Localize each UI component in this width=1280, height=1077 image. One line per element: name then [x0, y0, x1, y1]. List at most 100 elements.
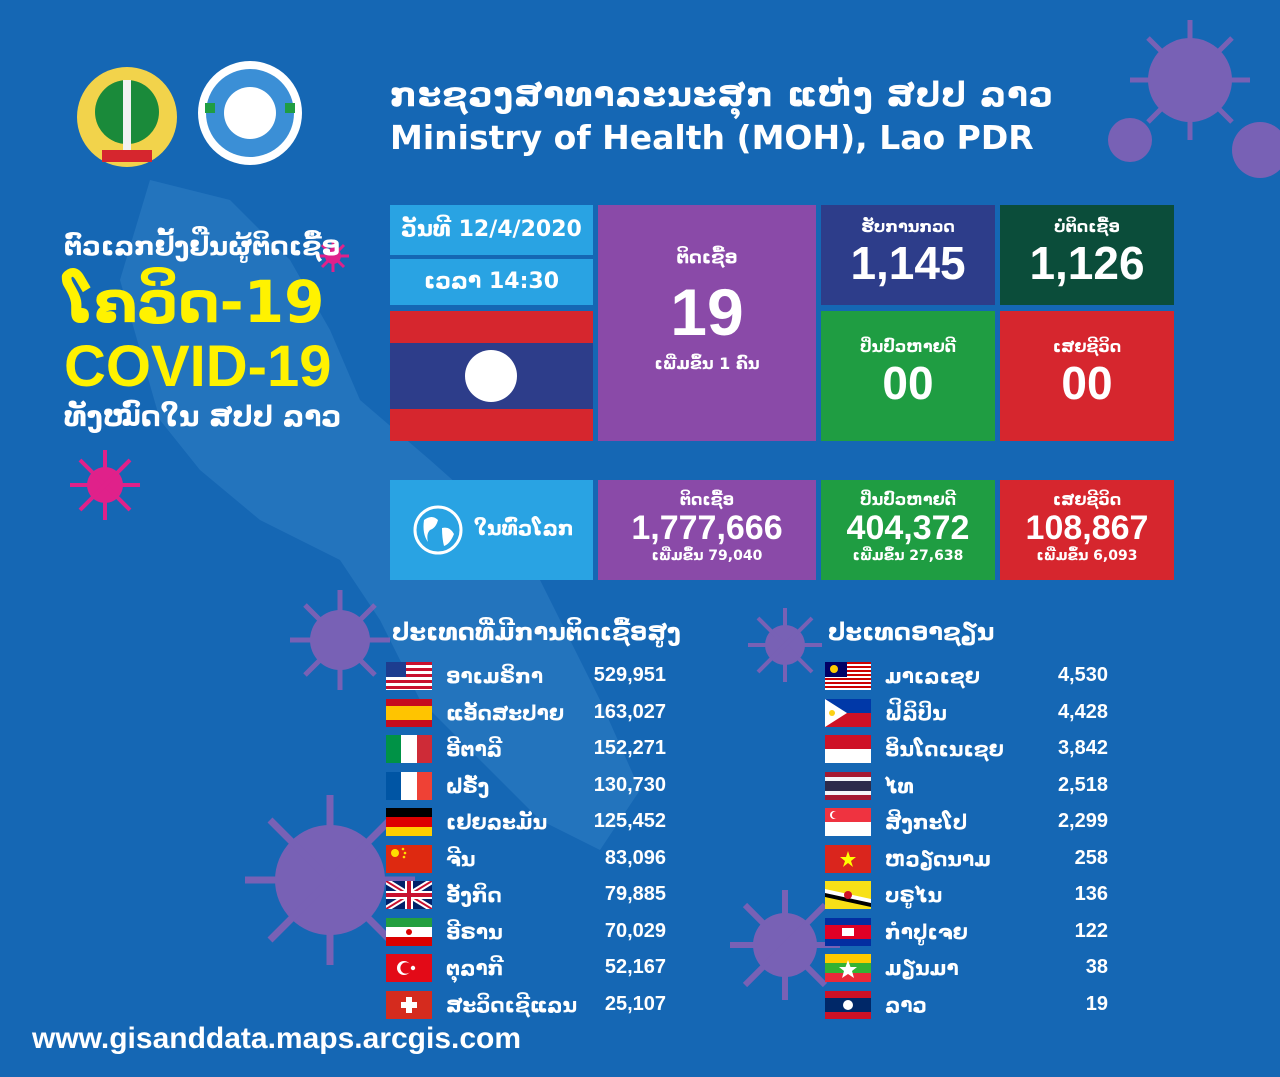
country-value: 25,107 — [604, 992, 666, 1015]
list-item: ມຽນມາ 38 — [825, 954, 1108, 984]
list-item: ມາເລເຊຍ 4,530 — [825, 662, 1108, 692]
vietnam-flag-icon — [825, 844, 871, 873]
date-box: ວັນທີ 12/4/2020 — [390, 205, 593, 255]
laos-deaths-card: ເສຍຊີວິດ 00 — [1000, 311, 1174, 441]
country-value: 70,029 — [604, 919, 666, 942]
laos-negative-value: 1,126 — [1029, 237, 1145, 289]
country-name: ມຽນມາ — [885, 956, 959, 980]
germany-flag-icon — [386, 808, 432, 836]
country-name: ຟິລິປິນ — [885, 700, 947, 725]
laos-tested-label: ຮັບການກວດ — [861, 217, 955, 236]
list-item: ສະວິດເຊີແລນ 25,107 — [386, 990, 666, 1021]
laos-deaths-label: ເສຍຊີວິດ — [1052, 337, 1122, 356]
header-title-en: Ministry of Health (MOH), Lao PDR — [390, 118, 1034, 157]
malaysia-flag-icon — [825, 662, 871, 690]
title-covid-lao: ໂຄວິດ-19 — [64, 268, 325, 336]
laos-tested-card: ຮັບການກວດ 1,145 — [821, 205, 995, 305]
asean-title: ປະເທດອາຊຽນ — [828, 618, 995, 646]
list-item: ບຣູໄນ 136 — [825, 881, 1108, 911]
list-item: ຫວຽດນາມ 258 — [825, 844, 1108, 875]
country-value: 52,167 — [604, 956, 666, 978]
brunei-flag-icon — [825, 881, 871, 909]
turkey-flag-icon — [386, 954, 432, 982]
list-item: ຈີນ 83,096 — [386, 844, 666, 875]
world-infected-card: ຕິດເຊື້ອ 1,777,666 ເພີ່ມຂຶ້ນ 79,040 — [598, 480, 816, 580]
country-value: 83,096 — [604, 846, 666, 869]
country-name: ແອັດສະປາຍ — [446, 700, 565, 725]
list-item: ກຳປູເຈຍ 122 — [825, 917, 1108, 948]
country-name: ສິງກະໂປ — [885, 810, 968, 834]
country-value: 130,730 — [593, 773, 666, 796]
switzerland-flag-icon — [386, 990, 432, 1019]
country-value: 122 — [1074, 919, 1108, 942]
list-item: ເຢຍລະມັນ 125,452 — [386, 808, 666, 838]
header-title-lao: ກະຊວງສາທາລະນະສຸກ ແຫ່ງ ສປປ ລາວ — [390, 75, 1055, 115]
virus-icon — [245, 795, 415, 965]
laos-recovered-label: ປິ່ນປົວຫາຍດີ — [859, 337, 957, 356]
country-name: ອີຣານ — [446, 919, 503, 944]
virus-icon — [70, 450, 140, 520]
uk-flag-icon — [386, 881, 432, 909]
world-label: ໃນທົ່ວໂລກ — [474, 516, 574, 540]
country-name: ກຳປູເຈຍ — [885, 919, 968, 944]
china-flag-icon — [386, 844, 432, 873]
world-deaths-card: ເສຍຊີວິດ 108,867 ເພີ່ມຂຶ້ນ 6,093 — [1000, 480, 1174, 580]
virus-icon — [317, 240, 349, 272]
usa-flag-icon — [386, 662, 432, 690]
laos-tested-value: 1,145 — [850, 237, 966, 289]
globe-icon — [413, 505, 463, 555]
country-name: ໄທ — [885, 773, 915, 798]
spain-flag-icon — [386, 698, 432, 727]
laos-infected-label: ຕິດເຊື້ອ — [676, 247, 738, 268]
world-infected-value: 1,777,666 — [631, 509, 783, 547]
laos-deaths-value: 00 — [1061, 357, 1113, 409]
virus-icon — [1108, 20, 1280, 178]
world-recovered-value: 404,372 — [846, 509, 970, 547]
country-name: ມາເລເຊຍ — [885, 664, 981, 688]
world-card: ໃນທົ່ວໂລກ — [390, 480, 593, 580]
country-name: ອັງກິດ — [446, 883, 502, 907]
virus-icon — [730, 890, 840, 1000]
world-deaths-sub: ເພີ່ມຂຶ້ນ 6,093 — [1036, 548, 1138, 564]
laos-infected-sub: ເພີ່ມຂຶ້ນ 1 ຄົນ — [654, 354, 760, 373]
laos-flag — [390, 311, 593, 441]
myanmar-flag-icon — [825, 954, 871, 982]
country-value: 152,271 — [593, 737, 666, 759]
list-item: ຕຸລາກີ 52,167 — [386, 954, 666, 984]
list-item: ສິງກະໂປ 2,299 — [825, 808, 1108, 838]
country-value: 4,428 — [1057, 700, 1108, 723]
lao-emblem-logo — [77, 67, 177, 167]
source-url: www.gisanddata.maps.arcgis.com — [32, 1022, 522, 1055]
country-value: 2,299 — [1057, 810, 1108, 832]
world-deaths-value: 108,867 — [1025, 509, 1149, 547]
country-value: 125,452 — [593, 810, 666, 832]
world-recovered-label: ປິ່ນປົວຫາຍດີ — [859, 490, 957, 509]
list-item: ອິນໂດເນເຊຍ 3,842 — [825, 735, 1108, 765]
indonesia-flag-icon — [825, 735, 871, 763]
world-recovered-sub: ເພີ່ມຂຶ້ນ 27,638 — [852, 548, 964, 564]
country-name: ອາເມຣິກາ — [446, 664, 544, 688]
country-value: 258 — [1074, 846, 1108, 869]
subtitle-confirmed: ຕົວເລກຢັ້ງຢືນຜູ້ຕິດເຊື້ອ — [64, 232, 341, 262]
country-value: 4,530 — [1057, 664, 1108, 686]
laos-flag-icon — [825, 990, 871, 1019]
list-item: ແອັດສະປາຍ 163,027 — [386, 698, 666, 729]
country-value: 529,951 — [593, 664, 666, 686]
country-name: ຈີນ — [446, 846, 476, 871]
country-name: ເຢຍລະມັນ — [446, 810, 548, 834]
virus-icon — [748, 608, 822, 682]
italy-flag-icon — [386, 735, 432, 763]
virus-icon — [290, 590, 390, 690]
subtitle-total-laos: ທັງໝົດໃນ ສປປ ລາວ — [64, 400, 342, 433]
country-value: 163,027 — [593, 700, 666, 723]
time-box: ເວລາ 14:30 — [390, 259, 593, 305]
cambodia-flag-icon — [825, 917, 871, 946]
list-item: ໄທ 2,518 — [825, 771, 1108, 802]
country-value: 19 — [1085, 992, 1108, 1015]
world-recovered-card: ປິ່ນປົວຫາຍດີ 404,372 ເພີ່ມຂຶ້ນ 27,638 — [821, 480, 995, 580]
title-covid-en: COVID-19 — [64, 334, 332, 399]
laos-infected-card: ຕິດເຊື້ອ 19 ເພີ່ມຂຶ້ນ 1 ຄົນ — [598, 205, 816, 441]
list-item: ອີຣານ 70,029 — [386, 917, 666, 948]
world-infected-sub: ເພີ່ມຂຶ້ນ 79,040 — [651, 548, 763, 564]
